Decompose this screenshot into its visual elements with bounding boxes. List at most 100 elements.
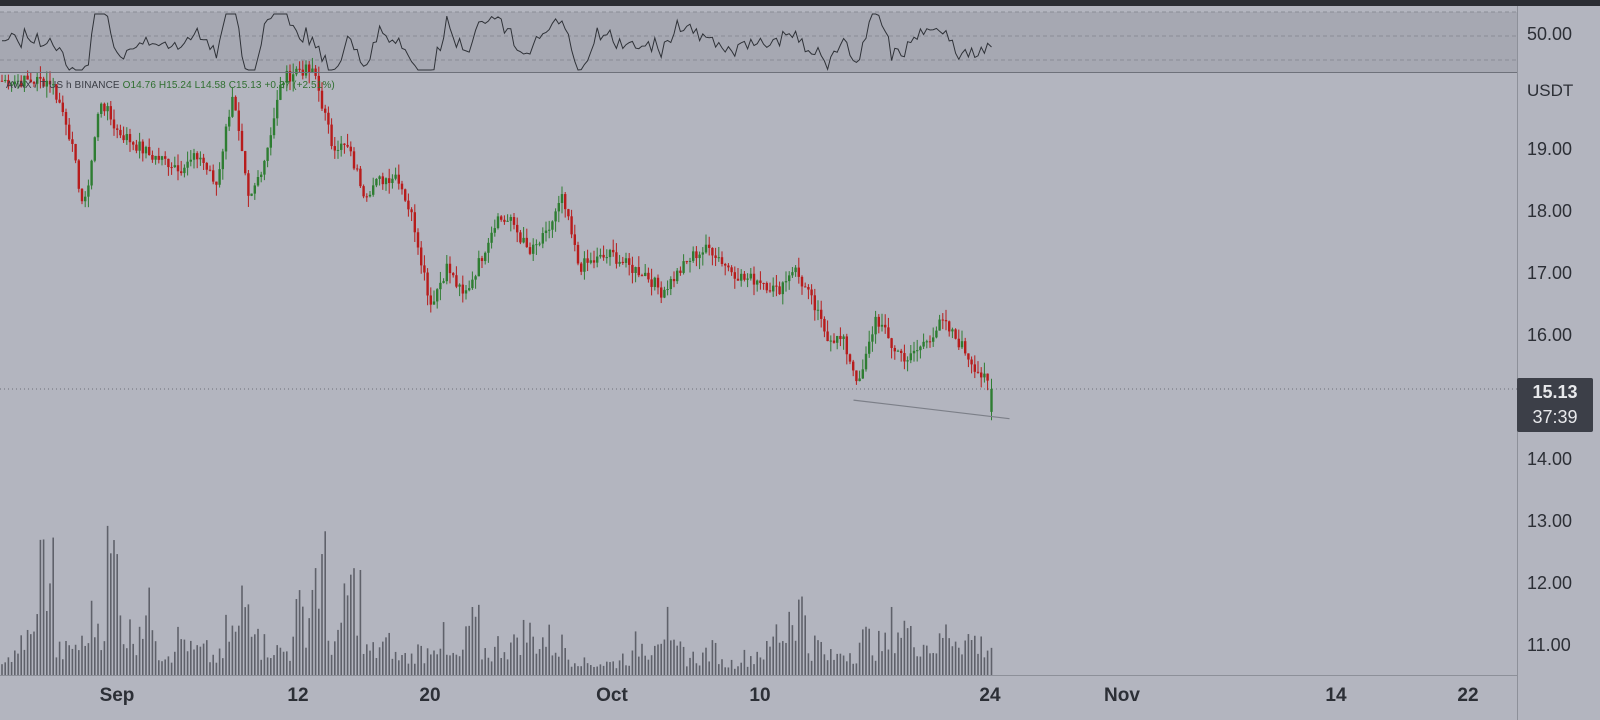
pair-fragment: / T	[34, 80, 47, 91]
volume-bar	[583, 657, 586, 675]
candle-body	[656, 277, 660, 288]
candle-body	[471, 279, 474, 289]
price-axis[interactable]	[1517, 6, 1600, 720]
price-tick: 12.00	[1527, 573, 1573, 593]
candle-body	[669, 278, 672, 290]
candle-body	[877, 316, 880, 327]
price-chart-plot[interactable]	[0, 0, 1517, 675]
volume-bar	[801, 596, 803, 675]
volume-bar	[778, 642, 781, 675]
volume-bar	[468, 625, 470, 675]
volume-bar	[122, 644, 125, 675]
volume-bar	[922, 644, 925, 675]
volume-bar	[842, 655, 845, 675]
volume-bar	[490, 661, 493, 675]
candle-body	[144, 146, 148, 154]
volume-bar	[250, 636, 253, 675]
volume-bar	[391, 658, 394, 675]
exchange-name: BINANCE	[74, 80, 120, 91]
symbol: AVAX	[6, 80, 32, 91]
volume-bar	[545, 646, 547, 675]
volume-bar	[881, 651, 883, 675]
volume-bar	[487, 657, 490, 675]
volume-bar	[340, 622, 342, 675]
time-axis[interactable]	[0, 675, 1517, 676]
volume-bar	[298, 590, 301, 675]
candle-body	[148, 146, 151, 155]
volume-bar	[910, 625, 912, 675]
volume-bar	[673, 639, 675, 675]
candle-body	[503, 219, 506, 222]
candle-body	[381, 176, 384, 185]
volume-bar	[1, 664, 3, 675]
volume-bar	[644, 655, 646, 675]
volume-bar	[119, 615, 122, 675]
volume-bar	[894, 653, 896, 675]
candle-body	[189, 159, 192, 162]
candle-body	[256, 177, 260, 186]
volume-bar	[775, 624, 778, 675]
volume-bar	[666, 606, 669, 675]
interval-fragment: h	[65, 80, 72, 91]
candle-body	[775, 285, 778, 287]
candle-body	[880, 324, 884, 327]
volume-bar	[446, 654, 448, 675]
volume-bar	[305, 647, 307, 675]
candle-body	[640, 275, 644, 277]
candle-body	[596, 256, 599, 263]
candle-body	[90, 160, 93, 186]
candle-body	[932, 337, 935, 342]
candle-body	[96, 113, 100, 138]
candle-body	[100, 103, 103, 114]
candle-body	[151, 154, 154, 160]
candle-body	[832, 340, 836, 343]
candle-body	[810, 289, 813, 296]
volume-bar	[906, 628, 909, 675]
volume-bar	[890, 606, 893, 675]
volume-bar	[36, 614, 38, 675]
candle-body	[272, 118, 276, 136]
volume-bar	[945, 624, 947, 675]
volume-bar	[753, 664, 755, 675]
candle-body	[938, 319, 941, 331]
volume-bar	[724, 667, 726, 675]
candle-body	[586, 258, 589, 263]
candle-body	[512, 217, 516, 225]
volume-bar	[769, 646, 771, 675]
volume-bar	[225, 614, 227, 675]
candle-body	[7, 79, 10, 87]
candle-body	[823, 318, 826, 332]
volume-bar	[17, 653, 19, 675]
volume-bar	[193, 649, 195, 675]
candle-body	[589, 260, 592, 263]
volume-bar	[526, 642, 528, 675]
candle-body	[576, 244, 580, 264]
date-label: 22	[1457, 685, 1479, 706]
candle-body	[375, 178, 378, 186]
volume-bar	[702, 652, 704, 675]
candle-body	[583, 258, 586, 272]
volume-bar	[209, 662, 211, 675]
candle-body	[631, 264, 634, 273]
candle-body	[93, 137, 96, 161]
volume-bar	[295, 599, 298, 675]
volume-bar	[756, 651, 758, 675]
candle-body	[58, 99, 61, 103]
candle-body	[749, 273, 752, 279]
candle-body	[490, 232, 493, 243]
volume-bar	[103, 641, 106, 675]
candle-body	[452, 273, 455, 276]
volume-bar	[241, 585, 243, 675]
candle-body	[954, 329, 957, 339]
candle-body	[138, 141, 141, 151]
volume-bar	[308, 618, 310, 675]
volume-bar	[695, 663, 698, 675]
candle-body	[224, 126, 228, 152]
rsi-pane-separator[interactable]	[0, 72, 1517, 73]
volume-bar	[865, 626, 867, 675]
candle-body	[941, 319, 944, 321]
volume-bar	[494, 646, 496, 675]
volume-bar	[516, 637, 518, 675]
candle-body	[442, 281, 445, 283]
candle-body	[468, 288, 471, 291]
